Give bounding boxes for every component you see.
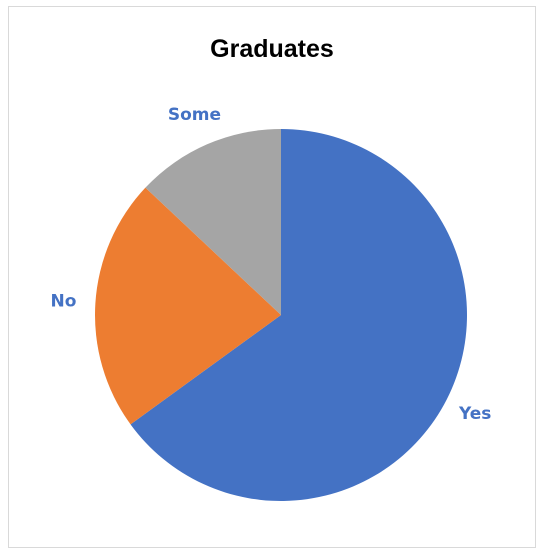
chart-title: Graduates (210, 35, 334, 63)
slice-label-yes: Yes (458, 404, 491, 424)
slice-label-some: Some (168, 105, 221, 125)
pie-slice-yes (130, 129, 468, 502)
pie-slice-some (145, 129, 281, 315)
pie-slice-no (94, 187, 281, 425)
slice-label-no: No (50, 291, 76, 311)
